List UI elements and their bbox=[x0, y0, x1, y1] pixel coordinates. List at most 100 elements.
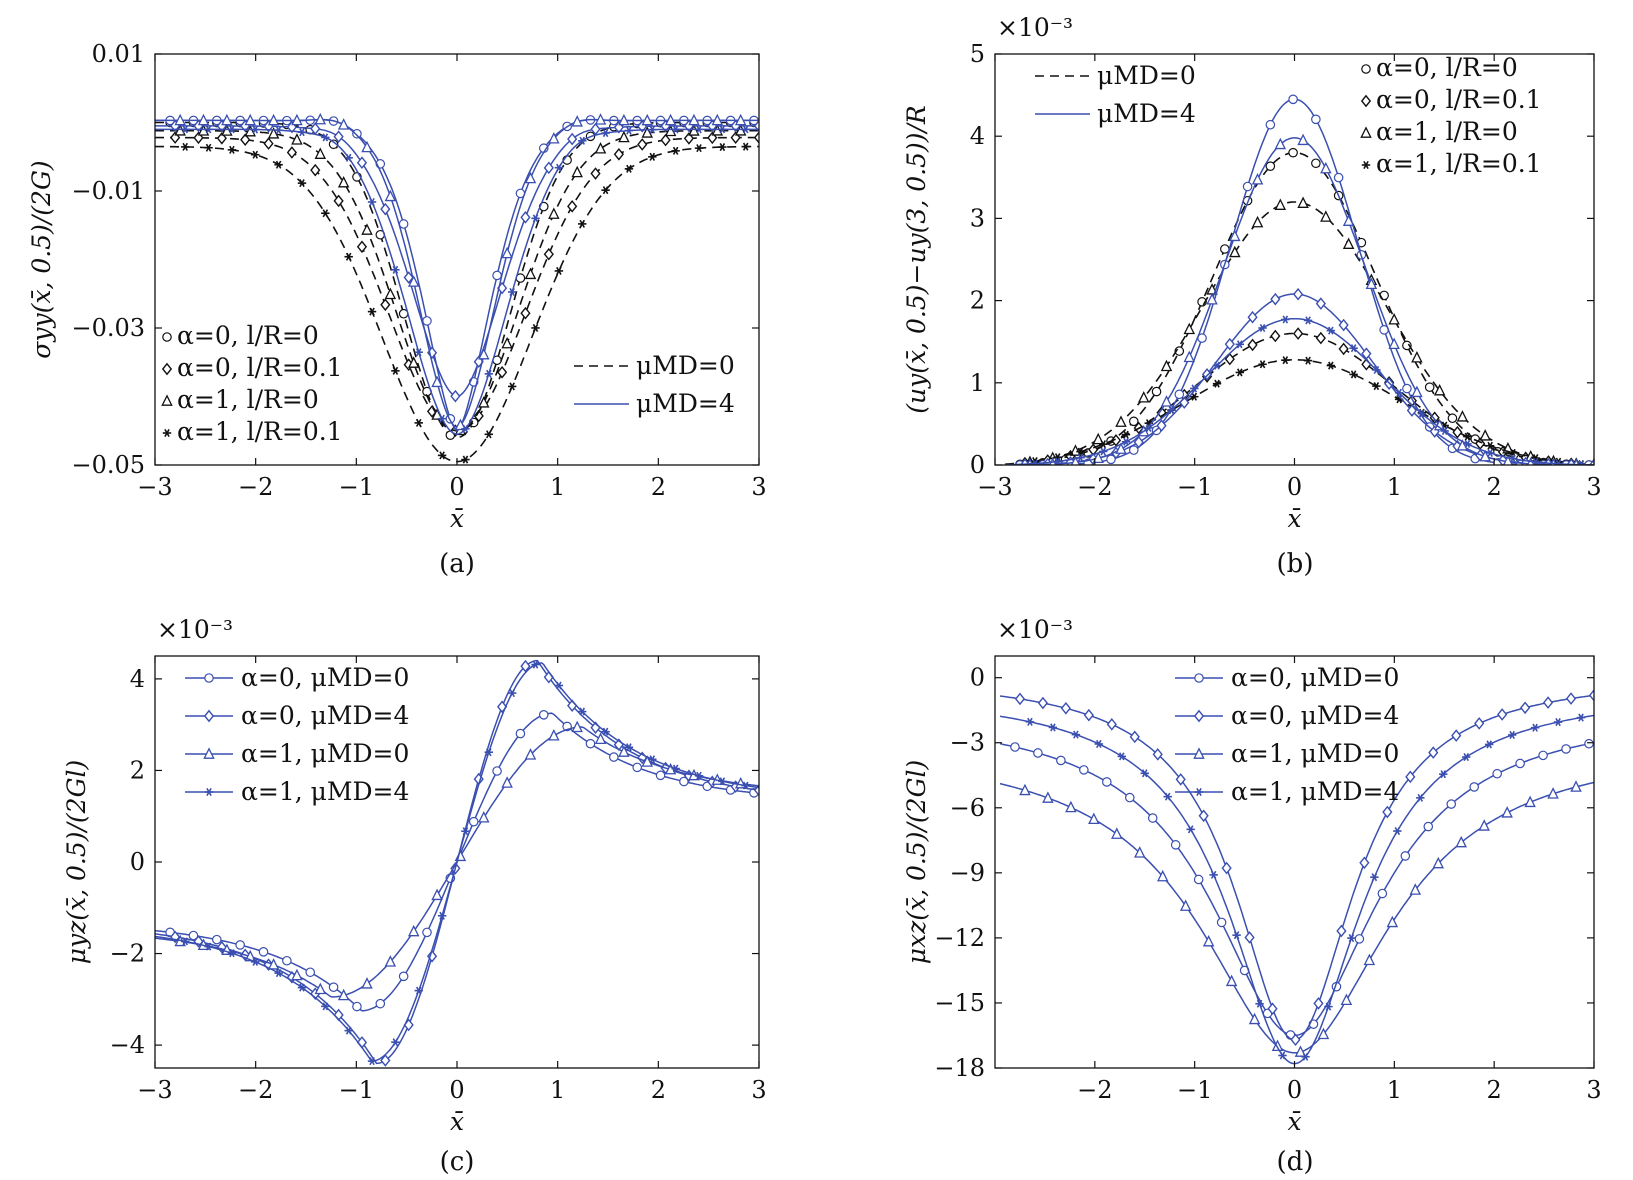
series-c-3-point-stroke bbox=[205, 942, 212, 951]
series-a-3-point bbox=[181, 142, 190, 151]
series-a-3-point bbox=[671, 146, 680, 155]
series-a-3-point-stroke bbox=[252, 150, 259, 159]
series-d-0-point bbox=[1377, 888, 1388, 899]
series-a-2-point bbox=[244, 124, 256, 137]
series-b-5-point bbox=[1588, 458, 1594, 465]
series-a-3-point bbox=[251, 150, 260, 159]
series-d-3-point-stroke bbox=[1073, 730, 1079, 739]
series-a-1-point bbox=[356, 240, 368, 254]
plot-area bbox=[1004, 94, 1594, 465]
series-a-7-point-stroke bbox=[205, 125, 212, 134]
series-c-3-point-stroke bbox=[626, 743, 632, 752]
series-a-2-point bbox=[618, 130, 630, 143]
series-c-0-point bbox=[468, 816, 479, 827]
series-d-2-point bbox=[1088, 812, 1100, 825]
series-a-7-point bbox=[391, 265, 400, 274]
series-b-7-point-stroke bbox=[1328, 326, 1334, 335]
legend-label: α=1, μMD=4 bbox=[241, 777, 409, 806]
series-a-7-point-stroke bbox=[182, 125, 188, 134]
series-a-1-point bbox=[660, 133, 671, 147]
series-d-3-point bbox=[1209, 870, 1218, 879]
series-c-3-point bbox=[251, 957, 260, 966]
series-c-0-point bbox=[352, 1001, 362, 1012]
series-a-3-point-stroke bbox=[672, 146, 679, 155]
series-a-3-point bbox=[437, 451, 447, 460]
legend-marker bbox=[162, 428, 172, 438]
series-a-6-point bbox=[221, 113, 233, 126]
series-a-7-point bbox=[671, 125, 680, 134]
series-d-1-point bbox=[1152, 748, 1163, 761]
series-b-7-point bbox=[1349, 344, 1358, 353]
series-c-3-point-stroke bbox=[719, 777, 726, 786]
series-b-5-point bbox=[1224, 337, 1235, 351]
y-tick-label: −4 bbox=[110, 1031, 145, 1059]
series-a-3-point-stroke bbox=[205, 143, 212, 152]
series-d-1-point bbox=[1175, 773, 1186, 786]
series-b-0-point bbox=[1424, 382, 1435, 392]
series-d-3-point-stroke bbox=[1210, 870, 1217, 879]
series-d-3-point-stroke bbox=[1096, 739, 1102, 748]
series-a-1-point bbox=[590, 167, 601, 180]
series-d-2-point bbox=[1570, 780, 1582, 792]
series-d-2-point bbox=[1111, 827, 1123, 839]
panel-b: −3 −2 −1 0 1 2 3 0 1 2 3 4 5 ×10⁻³ x̄ (uy(x̄, 0.5)−uy(3… bbox=[902, 13, 1602, 579]
series-c-0-point bbox=[305, 967, 316, 978]
series-b-3-point bbox=[1121, 430, 1131, 439]
series-a-1-point bbox=[753, 131, 759, 144]
series-b-7-point bbox=[1235, 340, 1244, 349]
series-a-2-point bbox=[221, 124, 233, 136]
series-d-3-point bbox=[1094, 739, 1104, 748]
series-d-1-point bbox=[1221, 861, 1232, 875]
series-b-3-point-stroke bbox=[1214, 379, 1220, 388]
y-tick-label: −9 bbox=[950, 859, 985, 887]
series-d-3-point-stroke bbox=[1348, 934, 1355, 943]
x-tick-label: 0 bbox=[1287, 473, 1302, 501]
series-a-6-point bbox=[361, 140, 373, 153]
legend-marker-stroke bbox=[1363, 160, 1369, 170]
series-b-7-point bbox=[1121, 437, 1131, 446]
series-b-3-point bbox=[1485, 441, 1495, 450]
series-b-7-point-stroke bbox=[1373, 365, 1380, 375]
y-tick-label: 1 bbox=[970, 369, 985, 397]
series-b-7-point bbox=[1303, 316, 1313, 325]
series-a-7-point-stroke bbox=[696, 125, 702, 134]
series-b-7-point bbox=[1144, 423, 1153, 432]
series-b-5-point bbox=[1156, 419, 1167, 432]
series-a-7-point-stroke bbox=[742, 125, 749, 134]
series-a-3-point bbox=[367, 307, 377, 316]
y-tick-label: 4 bbox=[970, 122, 985, 150]
x-axis-label: x̄ bbox=[450, 504, 464, 533]
series-d-2-point bbox=[1524, 795, 1536, 808]
series-a-1-point bbox=[473, 409, 484, 423]
series-a-3-point bbox=[484, 430, 494, 439]
series-b-6-point bbox=[1411, 385, 1423, 398]
series-a-6-point bbox=[548, 132, 560, 144]
series-a-3-point bbox=[694, 144, 704, 153]
series-b-3-point bbox=[1212, 379, 1222, 388]
series-a-4-point bbox=[398, 219, 409, 229]
series-b-0-point bbox=[1447, 413, 1458, 424]
series-a-3-point bbox=[414, 418, 423, 427]
series-b-6-point bbox=[1251, 173, 1264, 185]
series-b-5-point bbox=[1270, 292, 1281, 306]
series-d-0-point bbox=[1400, 851, 1411, 861]
series-a-7-point bbox=[624, 126, 634, 135]
legend-marker bbox=[1194, 673, 1204, 683]
legend-marker-stroke bbox=[1196, 787, 1202, 797]
series-a-1-point bbox=[170, 131, 181, 144]
x-tick-label: −2 bbox=[1077, 473, 1112, 501]
series-d-2-point bbox=[1386, 915, 1399, 928]
series-d-3-point bbox=[1393, 826, 1402, 836]
series-a-1-point bbox=[380, 298, 391, 312]
axis-multiplier: ×10⁻³ bbox=[997, 615, 1073, 644]
series-a-7-point-stroke bbox=[602, 129, 609, 138]
x-tick-label: −2 bbox=[238, 473, 273, 501]
series-b-2-point bbox=[1342, 237, 1355, 249]
series-c-3-point bbox=[181, 937, 190, 946]
series-a-2-point bbox=[384, 287, 397, 300]
series-a-7-point-stroke bbox=[719, 125, 726, 134]
legend-label: α=0, l/R=0.1 bbox=[1376, 85, 1542, 114]
series-a-1-point bbox=[496, 365, 508, 379]
series-d-1-point bbox=[1542, 696, 1554, 709]
x-tick-label: 1 bbox=[550, 473, 565, 501]
